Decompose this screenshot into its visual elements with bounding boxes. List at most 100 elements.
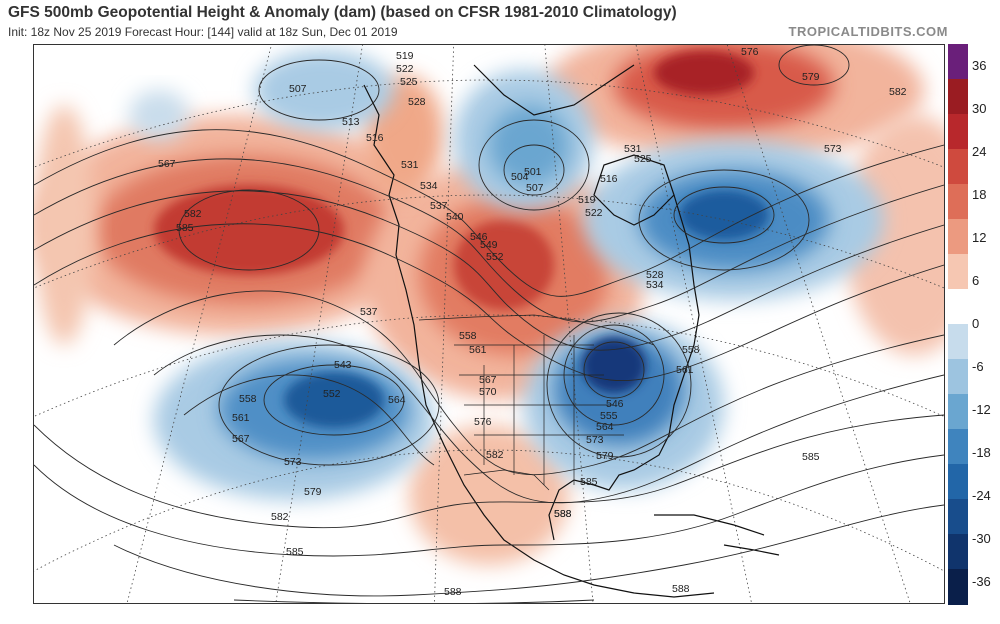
longitude-line xyxy=(126,45,272,603)
contour-label: 516 xyxy=(366,132,384,144)
colorbar-segment xyxy=(948,569,968,605)
contour-label: 588 xyxy=(554,508,572,520)
colorbar-label: 24 xyxy=(972,144,987,159)
colorbar-label: -18 xyxy=(972,445,991,460)
contour-label: 585 xyxy=(286,546,304,558)
contour-label: 525 xyxy=(400,76,418,88)
contour-label: 582 xyxy=(486,449,504,461)
contour-label: 567 xyxy=(232,433,250,445)
height-contour-closed-low xyxy=(218,344,440,466)
contour-label: 528 xyxy=(408,96,426,108)
colorbar-segment xyxy=(948,324,968,360)
colorbar-segment xyxy=(948,499,968,535)
contour-label: 537 xyxy=(430,200,448,212)
contour-label: 585 xyxy=(176,222,194,234)
map-panel: 507 513 516 519 522 525 528 531 534 537 … xyxy=(33,44,945,604)
contour-label: 546 xyxy=(470,231,488,243)
anomaly-ridge-pacific-max xyxy=(154,185,344,275)
map-subtitle: Init: 18z Nov 25 2019 Forecast Hour: [14… xyxy=(8,25,398,39)
height-contour-closed-low xyxy=(583,341,645,399)
colorbar-label: 12 xyxy=(972,230,987,245)
colorbar-label: 36 xyxy=(972,58,987,73)
height-contour-closed-low xyxy=(778,45,850,86)
contour-label: 525 xyxy=(634,153,652,165)
contour-label: 570 xyxy=(479,386,497,398)
contour-label: 558 xyxy=(459,330,477,342)
longitude-line xyxy=(726,45,911,603)
atlantic-gulf-coastline xyxy=(548,194,700,541)
contour-label: 549 xyxy=(480,239,498,251)
map-title: GFS 500mb Geopotential Height & Anomaly … xyxy=(8,4,677,21)
alaska-coastline xyxy=(363,84,395,196)
anomaly-trough-bering xyxy=(254,50,394,130)
hudson-bay-coast xyxy=(593,154,675,226)
pacific-coastline xyxy=(388,194,715,598)
contour-label: 552 xyxy=(486,251,504,263)
state-borders xyxy=(454,335,624,485)
colorbar-label: 18 xyxy=(972,187,987,202)
anomaly-ridge-north-max xyxy=(654,51,754,95)
contour-labels: 507 513 516 519 522 525 528 531 534 537 … xyxy=(158,46,907,598)
height-contour xyxy=(233,599,595,603)
contour-label: 567 xyxy=(479,374,497,386)
anomaly-trough-labrador-max xyxy=(679,190,769,240)
contour-label: 588 xyxy=(672,583,690,595)
height-contour xyxy=(34,454,944,557)
anomaly-ridge-west-edge xyxy=(34,105,94,345)
contour-label: 576 xyxy=(474,416,492,428)
anomaly-trough-pacific-max xyxy=(284,372,384,428)
colorbar-label: -24 xyxy=(972,488,991,503)
geopotential-map: 507 513 516 519 522 525 528 531 534 537 … xyxy=(34,45,944,603)
height-contour xyxy=(34,414,944,529)
colorbar-segment xyxy=(948,149,968,185)
height-contour-closed-low xyxy=(503,144,565,196)
contour-label: 582 xyxy=(184,208,202,220)
contour-label: 534 xyxy=(420,180,438,192)
colorbar-label: -12 xyxy=(972,402,991,417)
height-contour-closed-low xyxy=(638,169,810,271)
anomaly-shading xyxy=(34,45,944,565)
contour-label: 573 xyxy=(824,143,842,155)
contour-label: 576 xyxy=(741,46,759,58)
contour-label: 567 xyxy=(158,158,176,170)
contour-label: 540 xyxy=(446,211,464,223)
colorbar-segment xyxy=(948,219,968,255)
colorbar-segment xyxy=(948,79,968,115)
contour-label: 573 xyxy=(586,434,604,446)
contour-label: 588 xyxy=(554,508,572,520)
latitude-line xyxy=(34,449,944,572)
height-contour-closed-high xyxy=(178,189,320,271)
contour-label: 564 xyxy=(388,394,406,406)
height-contour-closed-low xyxy=(563,324,665,426)
contour-label: 519 xyxy=(578,194,596,206)
longitude-line xyxy=(275,45,363,603)
contour-label: 546 xyxy=(606,398,624,410)
political-borders xyxy=(418,314,655,491)
contour-label: 579 xyxy=(596,450,614,462)
contour-label: 573 xyxy=(284,456,302,468)
contour-label: 579 xyxy=(802,71,820,83)
contour-label: 522 xyxy=(585,207,603,219)
contour-label: 564 xyxy=(596,421,614,433)
contour-label: 561 xyxy=(469,344,487,356)
anomaly-trough-small xyxy=(129,90,189,140)
height-contour xyxy=(113,504,944,597)
anomaly-trough-east-max xyxy=(582,337,646,393)
contour-label: 561 xyxy=(676,364,694,376)
contour-label: 507 xyxy=(289,83,307,95)
brand-watermark[interactable]: TROPICALTIDBITS.COM xyxy=(788,24,948,39)
height-contour xyxy=(113,290,944,476)
contour-label: 543 xyxy=(334,359,352,371)
contour-label: 519 xyxy=(396,50,414,62)
anomaly-colorbar xyxy=(948,44,968,605)
contour-label: 534 xyxy=(646,279,664,291)
contour-label: 561 xyxy=(232,412,250,424)
contour-label: 582 xyxy=(889,86,907,98)
height-contour xyxy=(153,334,944,504)
height-contour-closed-low xyxy=(263,364,405,436)
colorbar-label: -6 xyxy=(972,359,984,374)
colorbar-segment xyxy=(948,359,968,395)
contour-label: 531 xyxy=(624,143,642,155)
arctic-coast xyxy=(473,64,635,116)
contour-label: 552 xyxy=(323,388,341,400)
